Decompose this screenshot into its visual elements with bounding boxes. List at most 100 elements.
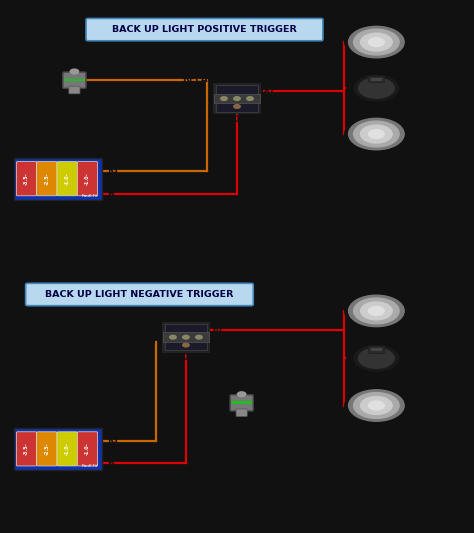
Text: HOT WIRE: HOT WIRE: [174, 198, 225, 207]
Text: B: B: [107, 459, 114, 468]
Circle shape: [221, 96, 227, 100]
Circle shape: [234, 104, 240, 108]
Circle shape: [354, 345, 399, 371]
FancyBboxPatch shape: [36, 161, 57, 196]
Circle shape: [345, 24, 408, 60]
FancyBboxPatch shape: [86, 19, 323, 41]
Text: FUSE: FUSE: [14, 418, 40, 427]
Text: -3.5-: -3.5-: [24, 172, 29, 185]
Circle shape: [354, 76, 399, 101]
Text: BACK UP LAMP: BACK UP LAMP: [343, 14, 410, 23]
Text: B: B: [107, 190, 114, 199]
FancyBboxPatch shape: [230, 395, 253, 411]
Circle shape: [196, 335, 202, 339]
Circle shape: [368, 306, 384, 316]
Text: 30: 30: [178, 353, 189, 362]
FancyBboxPatch shape: [16, 432, 36, 466]
Text: FUSE: FUSE: [14, 148, 40, 157]
Text: BACK UP
HORN: BACK UP HORN: [405, 349, 443, 368]
Circle shape: [361, 397, 392, 415]
FancyBboxPatch shape: [77, 432, 98, 466]
Text: BACK UP LIGHT SWITCH: BACK UP LIGHT SWITCH: [20, 55, 128, 63]
Circle shape: [170, 335, 176, 339]
FancyBboxPatch shape: [14, 428, 102, 470]
FancyBboxPatch shape: [371, 348, 382, 351]
Circle shape: [247, 96, 253, 100]
Text: RELAY: RELAY: [182, 75, 213, 84]
FancyBboxPatch shape: [77, 161, 98, 196]
FancyBboxPatch shape: [371, 78, 382, 81]
Text: BACK UP LAMP: BACK UP LAMP: [343, 423, 410, 432]
Circle shape: [354, 29, 399, 55]
FancyBboxPatch shape: [36, 432, 57, 466]
Circle shape: [358, 348, 394, 368]
Circle shape: [348, 26, 404, 58]
FancyBboxPatch shape: [236, 409, 247, 417]
Text: -3.5-: -3.5-: [24, 442, 29, 455]
Circle shape: [354, 393, 399, 418]
Circle shape: [368, 401, 384, 410]
Text: -2.5-: -2.5-: [45, 442, 49, 455]
FancyBboxPatch shape: [216, 85, 258, 112]
Circle shape: [361, 125, 392, 143]
FancyBboxPatch shape: [214, 84, 260, 113]
FancyBboxPatch shape: [14, 158, 102, 200]
Text: BACK UP LAMP: BACK UP LAMP: [343, 284, 410, 293]
Text: IG: IG: [107, 166, 118, 175]
Text: -2.5-: -2.5-: [45, 172, 49, 185]
Text: -1.0-: -1.0-: [85, 172, 90, 185]
FancyBboxPatch shape: [26, 284, 253, 305]
Text: 87: 87: [213, 325, 224, 334]
Bar: [231, 401, 252, 404]
Text: HOT WIRE: HOT WIRE: [142, 470, 193, 478]
Circle shape: [348, 390, 404, 421]
Text: 86: 86: [144, 337, 155, 346]
Circle shape: [234, 96, 240, 100]
FancyBboxPatch shape: [57, 161, 77, 196]
Circle shape: [345, 116, 408, 152]
FancyBboxPatch shape: [165, 324, 207, 350]
Circle shape: [182, 335, 189, 339]
Circle shape: [70, 69, 79, 74]
Text: RELAY: RELAY: [131, 314, 162, 323]
Text: -1.0-: -1.0-: [64, 442, 70, 455]
FancyBboxPatch shape: [57, 432, 77, 466]
Circle shape: [348, 118, 404, 150]
Text: RauK-Fit: RauK-Fit: [82, 464, 99, 468]
Text: 87: 87: [264, 87, 275, 96]
Circle shape: [358, 78, 394, 98]
Circle shape: [354, 298, 399, 324]
Circle shape: [237, 392, 246, 397]
Bar: [64, 78, 85, 81]
Circle shape: [348, 295, 404, 327]
Circle shape: [345, 387, 408, 423]
FancyBboxPatch shape: [69, 86, 80, 94]
Text: BACK UP LAMP: BACK UP LAMP: [343, 152, 410, 161]
Text: 86: 86: [195, 99, 207, 108]
FancyBboxPatch shape: [368, 76, 384, 83]
FancyBboxPatch shape: [214, 94, 260, 103]
FancyBboxPatch shape: [63, 72, 86, 88]
Text: 85: 85: [264, 99, 275, 108]
Circle shape: [368, 38, 384, 46]
Circle shape: [361, 33, 392, 51]
FancyBboxPatch shape: [368, 346, 384, 352]
Circle shape: [345, 293, 408, 329]
Text: IG: IG: [107, 437, 118, 446]
Text: BACK UP
HORN: BACK UP HORN: [405, 78, 443, 98]
Circle shape: [368, 130, 384, 139]
Text: BACK UP LIGHT SWITCH: BACK UP LIGHT SWITCH: [188, 427, 296, 437]
Text: 85: 85: [213, 337, 225, 346]
FancyBboxPatch shape: [163, 333, 209, 342]
Circle shape: [361, 302, 392, 320]
Text: BACK UP LIGHT POSITIVE TRIGGER: BACK UP LIGHT POSITIVE TRIGGER: [112, 25, 297, 34]
Text: -1.0-: -1.0-: [64, 172, 70, 185]
Text: -1.0-: -1.0-: [85, 442, 90, 455]
Circle shape: [354, 121, 399, 147]
Circle shape: [182, 343, 189, 347]
Text: RauK-Fit: RauK-Fit: [82, 193, 99, 198]
FancyBboxPatch shape: [163, 323, 209, 352]
Text: BACK UP LIGHT NEGATIVE TRIGGER: BACK UP LIGHT NEGATIVE TRIGGER: [45, 290, 234, 299]
FancyBboxPatch shape: [16, 161, 36, 196]
Text: 30: 30: [229, 115, 240, 124]
